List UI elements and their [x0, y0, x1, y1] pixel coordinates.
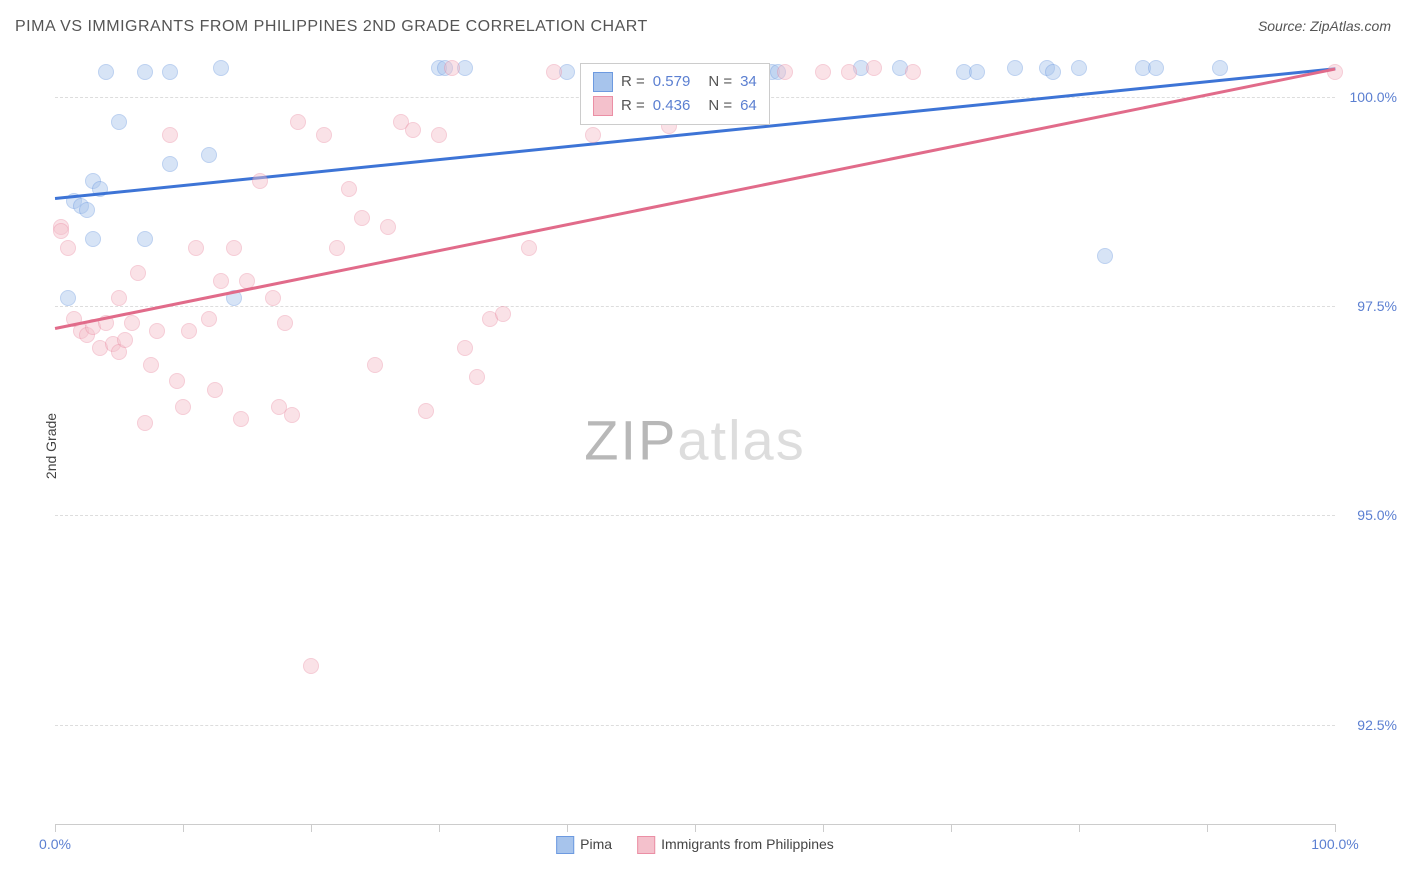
data-point [469, 369, 485, 385]
x-tick [951, 824, 952, 832]
correlation-stat-box: R = 0.579N = 34R = 0.436N = 64 [580, 63, 770, 125]
data-point [143, 357, 159, 373]
y-tick-label: 97.5% [1342, 298, 1397, 314]
data-point [405, 122, 421, 138]
data-point [841, 64, 857, 80]
data-point [431, 127, 447, 143]
x-tick [1335, 824, 1336, 832]
data-point [137, 415, 153, 431]
data-point [1148, 60, 1164, 76]
data-point [213, 60, 229, 76]
legend-swatch-icon [637, 836, 655, 854]
data-point [162, 127, 178, 143]
data-point [201, 311, 217, 327]
data-point [60, 290, 76, 306]
data-point [1071, 60, 1087, 76]
data-point [201, 147, 217, 163]
x-tick [1079, 824, 1080, 832]
data-point [316, 127, 332, 143]
data-point [265, 290, 281, 306]
x-tick [1207, 824, 1208, 832]
watermark: ZIPatlas [584, 407, 805, 472]
x-tick [55, 824, 56, 832]
data-point [162, 64, 178, 80]
data-point [380, 219, 396, 235]
y-tick-label: 92.5% [1342, 717, 1397, 733]
gridline-h [55, 725, 1335, 726]
data-point [495, 306, 511, 322]
x-tick [695, 824, 696, 832]
gridline-h [55, 515, 1335, 516]
data-point [521, 240, 537, 256]
data-point [585, 127, 601, 143]
data-point [233, 411, 249, 427]
data-point [277, 315, 293, 331]
x-tick [183, 824, 184, 832]
data-point [418, 403, 434, 419]
legend-swatch-icon [593, 96, 613, 116]
data-point [117, 332, 133, 348]
legend-item-philippines: Immigrants from Philippines [637, 836, 834, 854]
data-point [181, 323, 197, 339]
data-point [1212, 60, 1228, 76]
x-tick-label: 100.0% [1311, 836, 1358, 852]
data-point [1007, 60, 1023, 76]
chart-title: PIMA VS IMMIGRANTS FROM PHILIPPINES 2ND … [15, 18, 648, 35]
data-point [367, 357, 383, 373]
data-point [79, 202, 95, 218]
data-point [213, 273, 229, 289]
legend-swatch-icon [593, 72, 613, 92]
x-tick-label: 0.0% [39, 836, 71, 852]
data-point [98, 64, 114, 80]
data-point [252, 173, 268, 189]
data-point [303, 658, 319, 674]
y-tick-label: 100.0% [1342, 89, 1397, 105]
data-point [905, 64, 921, 80]
data-point [815, 64, 831, 80]
x-tick [567, 824, 568, 832]
data-point [60, 240, 76, 256]
legend-swatch-icon [556, 836, 574, 854]
stat-row-pima: R = 0.579N = 34 [593, 70, 757, 94]
data-point [290, 114, 306, 130]
data-point [444, 60, 460, 76]
legend: Pima Immigrants from Philippines [556, 836, 834, 854]
data-point [53, 223, 69, 239]
data-point [866, 60, 882, 76]
data-point [137, 231, 153, 247]
legend-item-pima: Pima [556, 836, 612, 854]
data-point [329, 240, 345, 256]
data-point [111, 114, 127, 130]
data-point [1045, 64, 1061, 80]
source-credit: Source: ZipAtlas.com [1258, 18, 1391, 34]
data-point [124, 315, 140, 331]
data-point [284, 407, 300, 423]
data-point [969, 64, 985, 80]
data-point [354, 210, 370, 226]
scatter-plot-area: ZIPatlas 92.5%95.0%97.5%100.0%0.0%100.0%… [55, 55, 1335, 825]
stat-row-philippines: R = 0.436N = 64 [593, 94, 757, 118]
data-point [777, 64, 793, 80]
data-point [207, 382, 223, 398]
data-point [341, 181, 357, 197]
x-tick [823, 824, 824, 832]
data-point [546, 64, 562, 80]
data-point [111, 290, 127, 306]
data-point [85, 231, 101, 247]
data-point [1097, 248, 1113, 264]
data-point [130, 265, 146, 281]
x-tick [311, 824, 312, 832]
data-point [162, 156, 178, 172]
data-point [1327, 64, 1343, 80]
y-tick-label: 95.0% [1342, 507, 1397, 523]
data-point [137, 64, 153, 80]
gridline-h [55, 306, 1335, 307]
data-point [169, 373, 185, 389]
data-point [457, 340, 473, 356]
data-point [149, 323, 165, 339]
data-point [175, 399, 191, 415]
data-point [188, 240, 204, 256]
x-tick [439, 824, 440, 832]
data-point [226, 240, 242, 256]
